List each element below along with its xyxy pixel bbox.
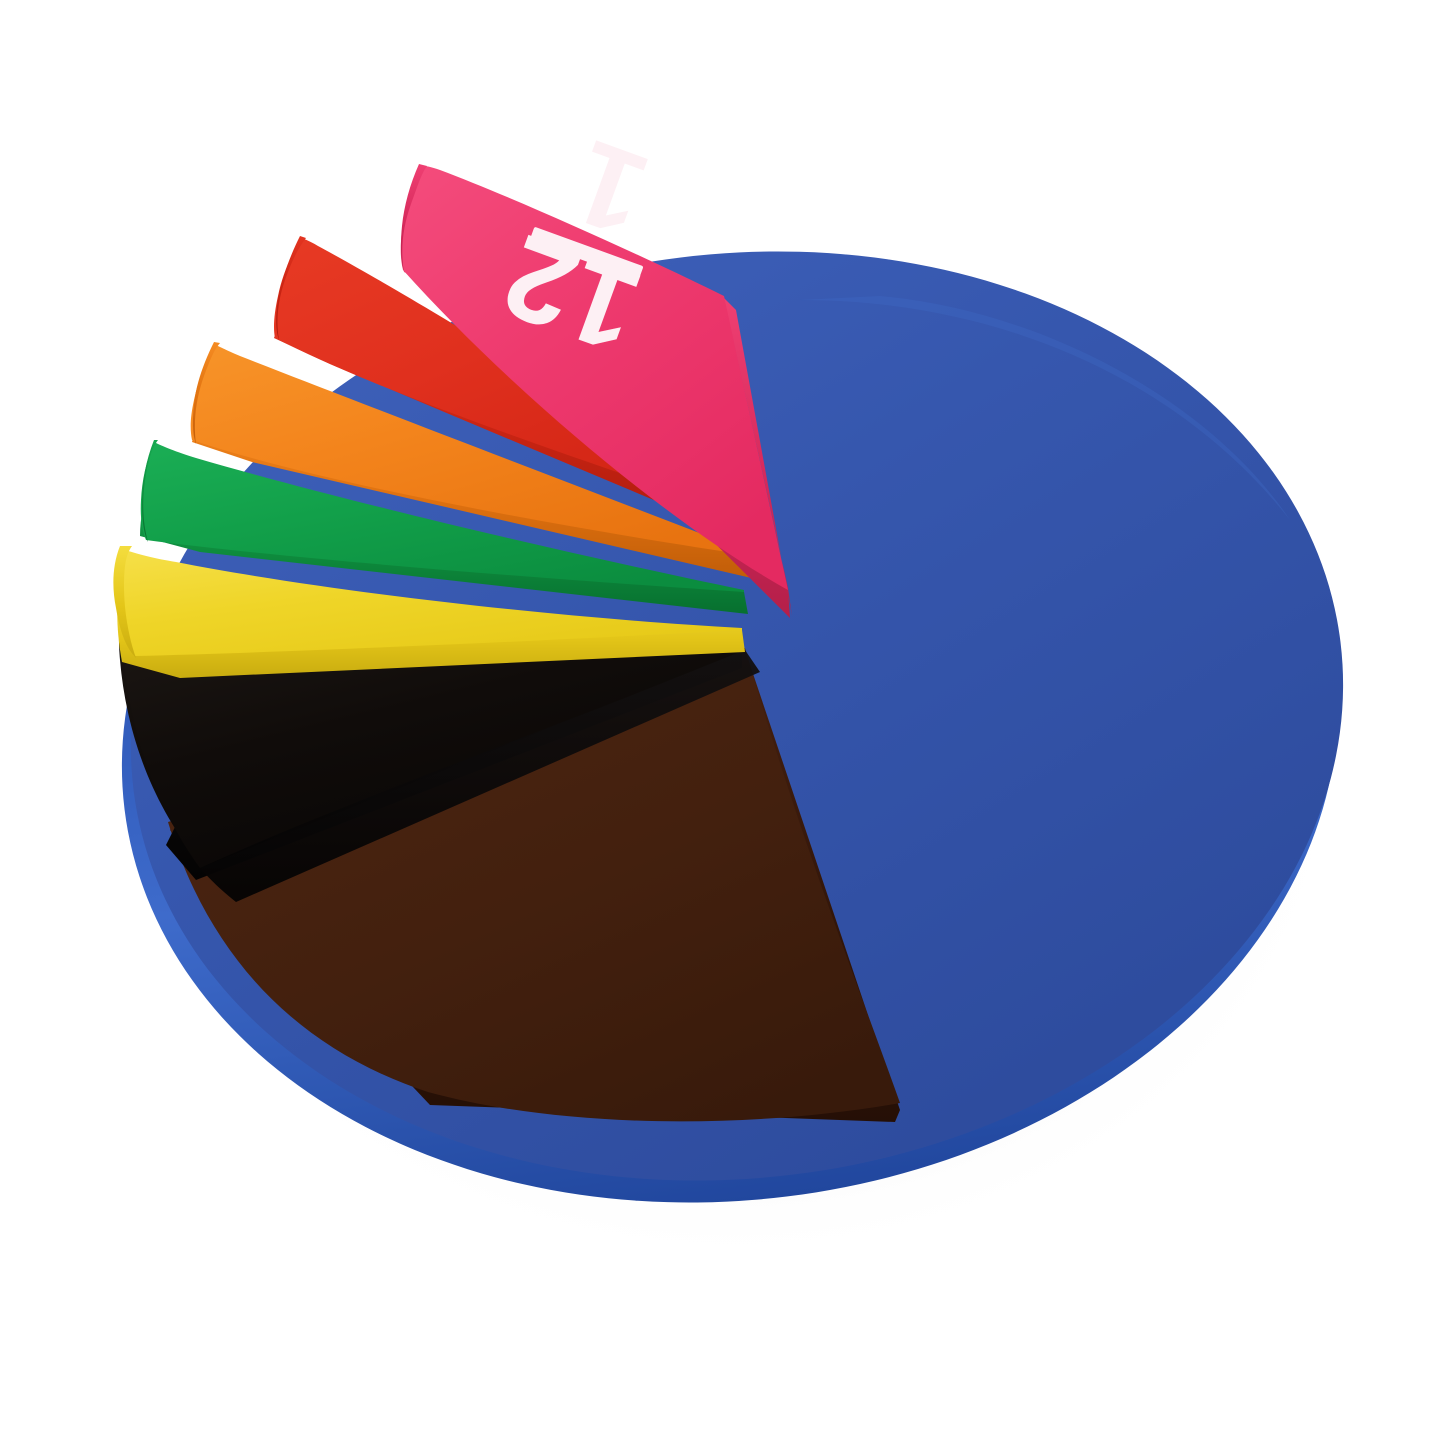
slice-green-top xyxy=(140,442,744,592)
slice-yellow-tip xyxy=(113,546,136,658)
slice-black-blade-edge xyxy=(200,650,760,902)
slice-green[interactable] xyxy=(140,440,748,614)
slice-black-blade[interactable] xyxy=(124,650,760,902)
fraction-numerator: 1 xyxy=(557,115,664,261)
slice-pink-tip xyxy=(400,164,427,272)
blue-top-highlight xyxy=(800,296,1290,520)
slice-black-blade-top xyxy=(124,650,745,868)
slice-red-tip xyxy=(276,236,306,340)
fraction-bar xyxy=(529,227,643,280)
slice-orange[interactable] xyxy=(190,342,760,580)
slice-yellow[interactable] xyxy=(113,546,745,678)
slice-brown-top xyxy=(168,648,900,1122)
slice-yellow-top xyxy=(114,548,743,656)
slice-orange-tip xyxy=(192,342,220,444)
slice-pink-top xyxy=(400,165,788,590)
slice-orange-top xyxy=(190,344,755,556)
